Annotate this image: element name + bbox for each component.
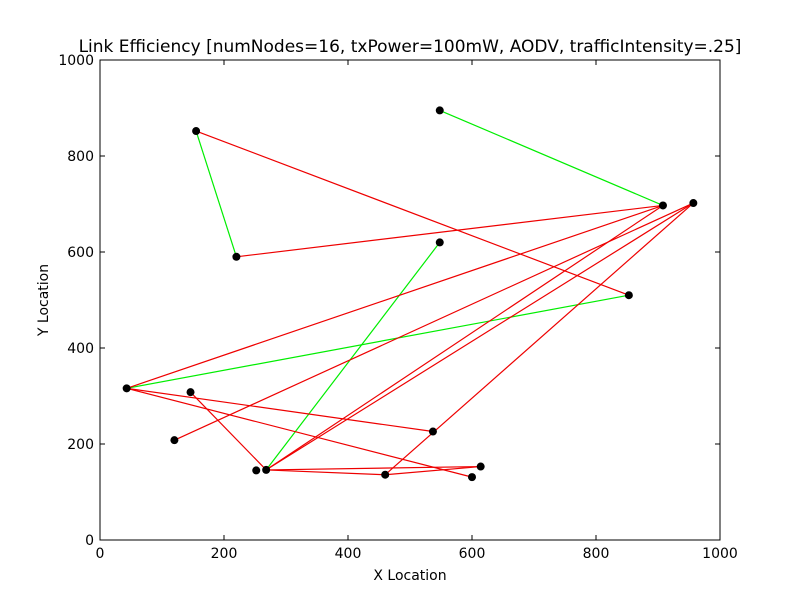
chart-title: Link Efficiency [numNodes=16, txPower=10…	[79, 37, 742, 57]
node-point-3	[689, 199, 698, 208]
nodes-layer	[122, 106, 698, 482]
y-axis-label: Y Location	[36, 264, 52, 337]
node-point-0	[435, 106, 444, 115]
node-point-1	[192, 127, 201, 136]
links-layer	[126, 109, 694, 478]
x-tick-label-400: 400	[335, 546, 362, 562]
node-point-14	[468, 473, 476, 482]
link-bad-12	[384, 202, 694, 476]
node-point-11	[252, 466, 261, 475]
node-point-9	[428, 427, 437, 436]
y-tick-label-0: 0	[85, 533, 94, 549]
link-bad-5	[236, 204, 664, 258]
link-bad-6	[126, 204, 664, 389]
x-tick-label-0: 0	[96, 546, 105, 562]
link-bad-8	[126, 387, 473, 478]
x-axis-label: X Location	[373, 568, 446, 584]
node-point-15	[476, 462, 485, 471]
node-point-5	[232, 252, 241, 261]
y-tick-label-400: 400	[67, 341, 94, 357]
node-point-10	[170, 436, 179, 445]
y-tick-label-1000: 1000	[58, 53, 94, 69]
node-point-12	[262, 465, 271, 474]
plot-frame	[99, 59, 721, 541]
node-point-6	[624, 291, 633, 300]
link-bad-11	[265, 202, 694, 471]
ticks-layer: 0 200 400 600 800 1000 0 200 400 600 800 1000	[58, 53, 737, 562]
y-tick-label-200: 200	[67, 437, 94, 453]
link-bad-4	[195, 130, 630, 296]
y-tick-label-600: 600	[67, 245, 94, 261]
y-tick-label-800: 800	[67, 149, 94, 165]
link-bad-16	[385, 465, 481, 476]
link-good-2	[126, 294, 629, 389]
node-point-8	[186, 388, 195, 397]
link-good-0	[439, 109, 664, 206]
link-bad-13	[190, 391, 267, 471]
link-bad-14	[266, 465, 481, 471]
node-point-2	[658, 201, 667, 210]
node-point-7	[122, 384, 131, 393]
link-bad-10	[265, 204, 664, 471]
link-bad-7	[126, 387, 434, 433]
node-point-4	[435, 238, 444, 247]
link-good-1	[195, 130, 237, 257]
x-tick-label-600: 600	[459, 546, 486, 562]
link-bad-15	[266, 469, 386, 476]
x-tick-label-800: 800	[583, 546, 610, 562]
x-tick-label-200: 200	[211, 546, 238, 562]
x-tick-label-1000: 1000	[702, 546, 738, 562]
node-point-13	[381, 470, 390, 479]
